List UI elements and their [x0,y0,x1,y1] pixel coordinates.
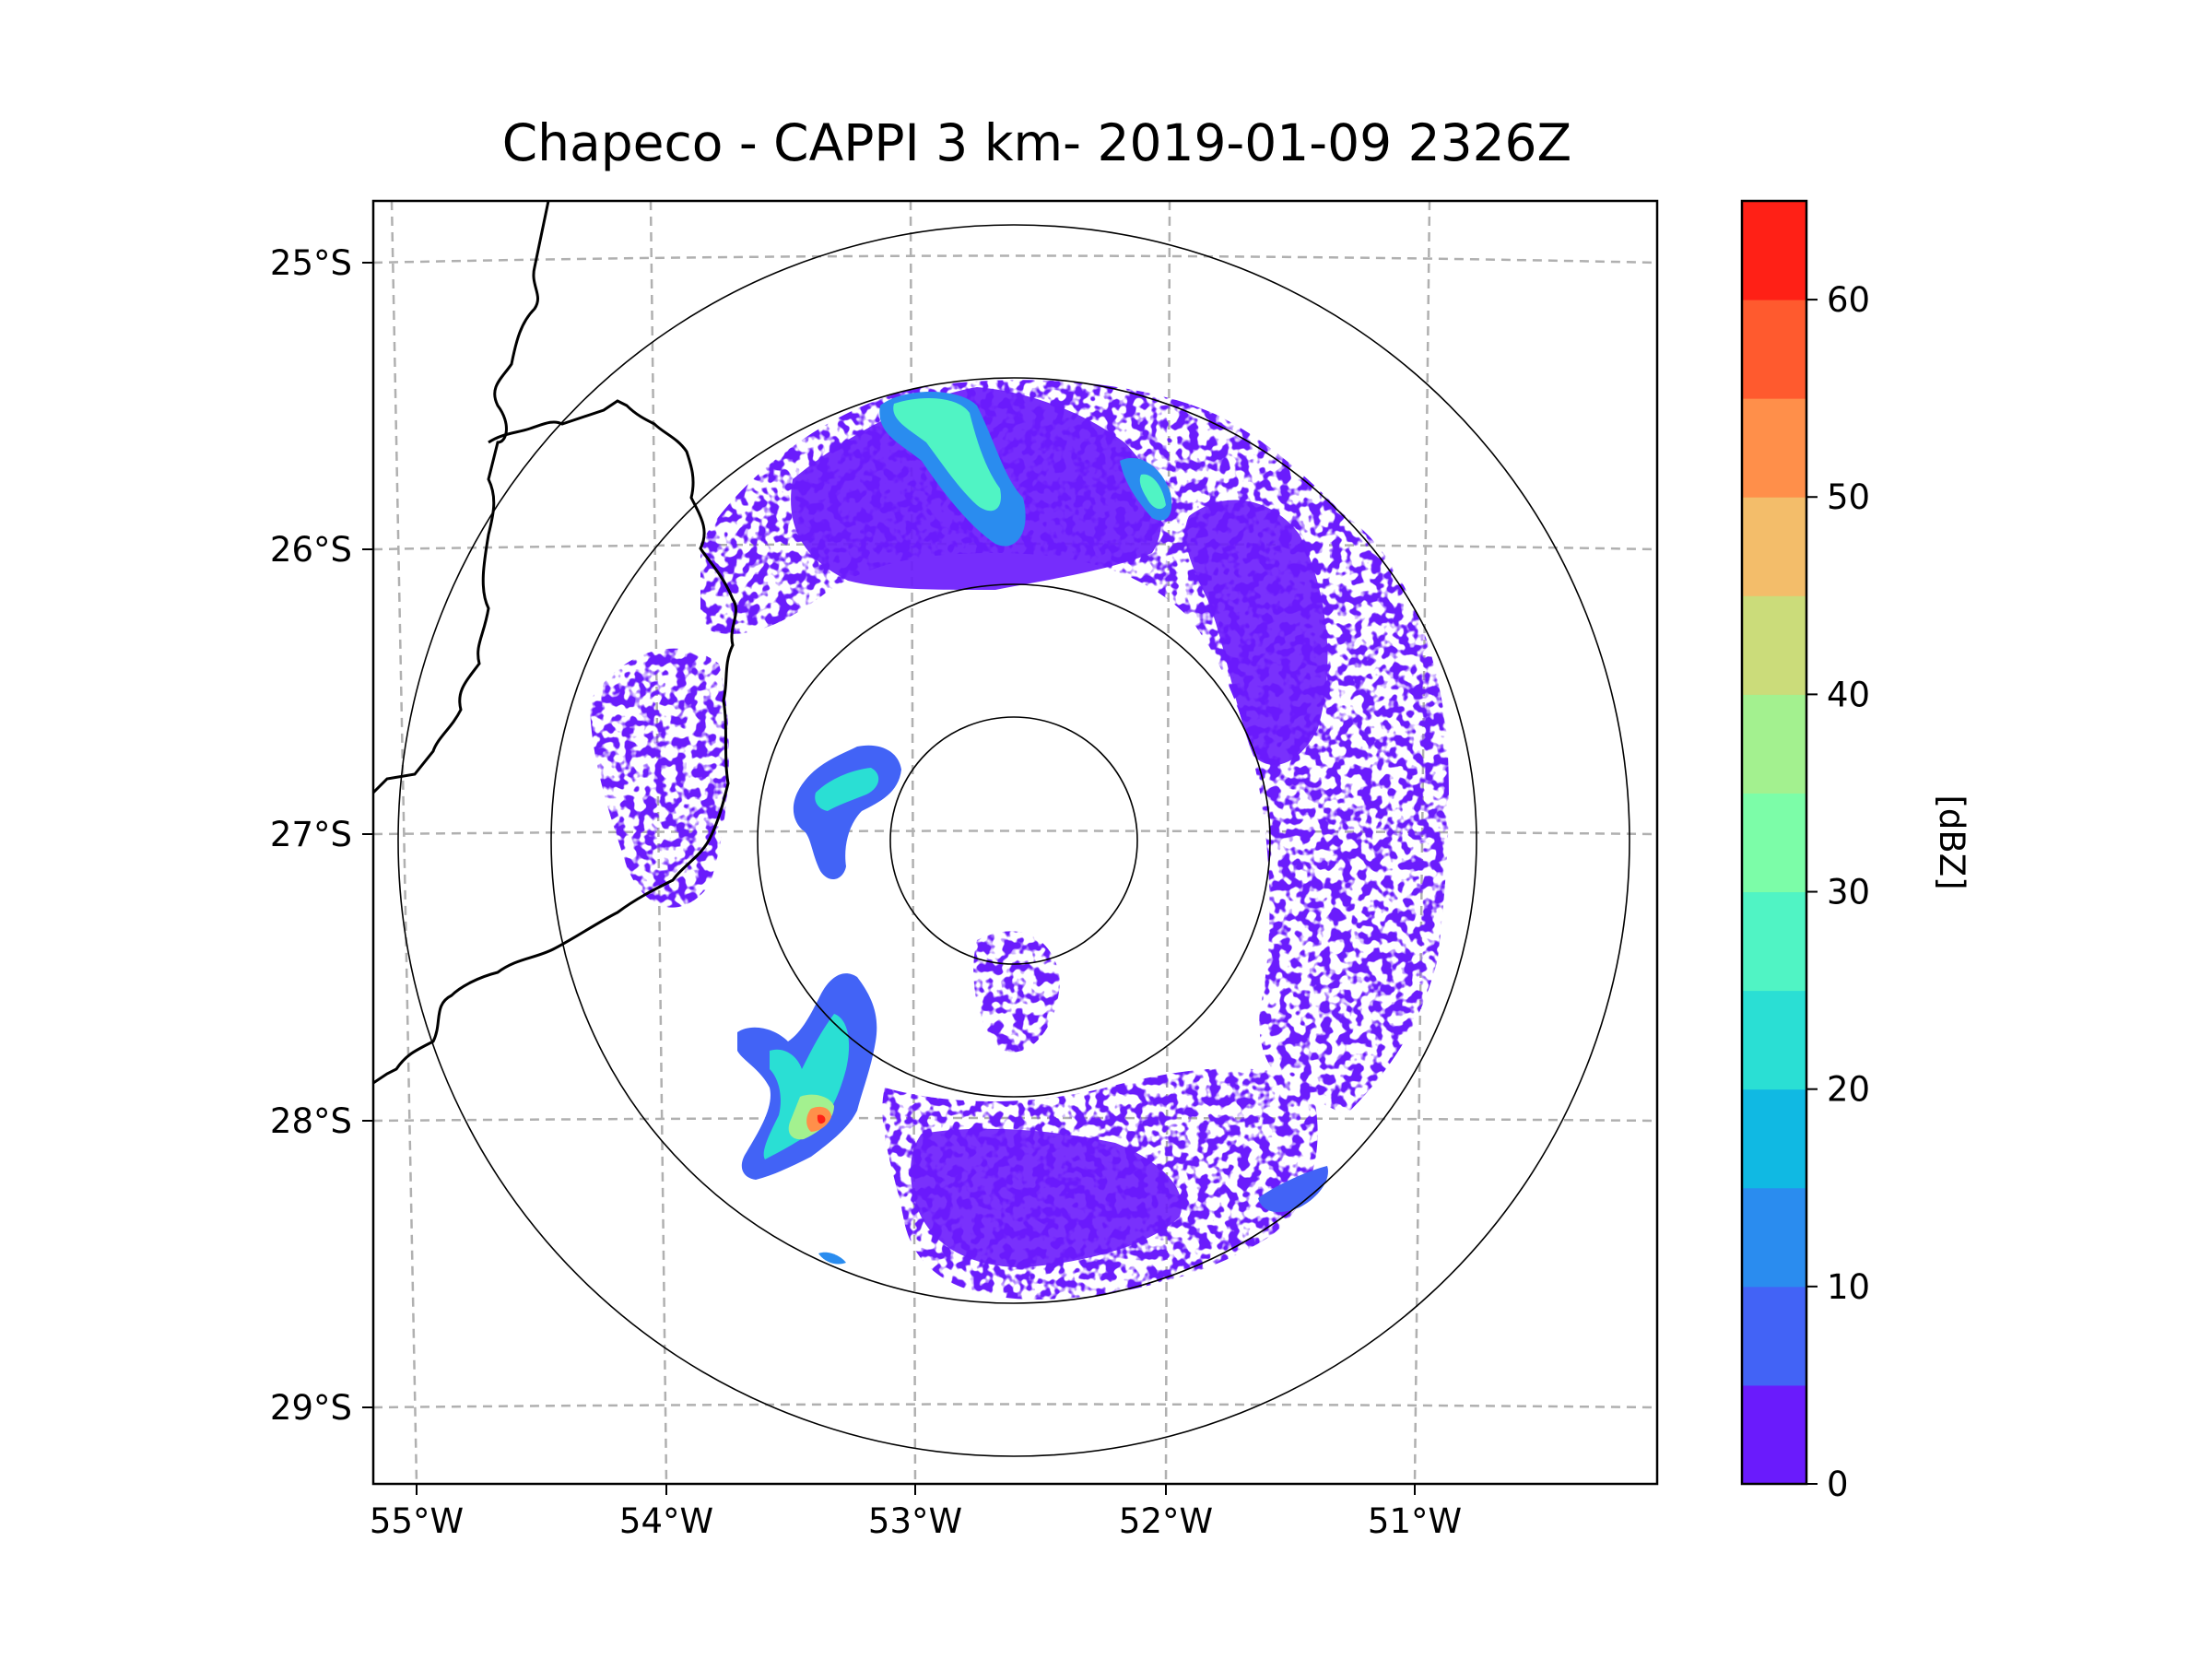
colorbar-tick-label: 40 [1827,675,1870,714]
grid-lat-27 [373,830,1657,836]
echo-south-core [911,1128,1182,1267]
lon-labels: 55°W 54°W 53°W 52°W 51°W [370,1501,1462,1541]
colorbar-segment [1742,398,1806,498]
colorbar-tick-label: 20 [1827,1070,1870,1110]
lat-ticks [362,262,373,1408]
echo-east-core [1185,500,1328,765]
border-state [373,399,738,1085]
grid-lon-55 [390,201,418,1484]
grid-lon-53 [909,201,917,1484]
echo-north-strong [893,398,1001,512]
lat-label: 29°S [270,1388,352,1428]
colorbar-tick-label: 60 [1827,280,1870,320]
colorbar-segment [1742,694,1806,794]
lat-label: 27°S [270,815,352,854]
colorbar-segment [1742,891,1806,992]
echo-west-scatter [590,648,729,908]
colorbar-segment [1742,201,1806,300]
range-ring-4 [397,224,1630,1457]
colorbar-tick-label: 10 [1827,1267,1870,1307]
echo-tiny-cell [818,1252,846,1265]
colorbar-tick-label: 0 [1827,1465,1849,1504]
grid-lat-25 [373,254,1657,265]
echo-sw-storm-moderate [763,1014,850,1159]
echo-sw-storm-peak [817,1114,826,1124]
echo-west-cell-core [815,768,879,811]
colorbar-frame [1740,199,1808,1486]
colorbar-label: [dBZ] [1932,794,1971,889]
echo-se-cell [1258,1166,1328,1213]
lat-labels: 25°S 26°S 27°S 28°S 29°S [270,243,352,1428]
political-borders [373,201,738,1085]
colorbar-segment [1742,990,1806,1090]
grid-lon-51 [1413,201,1431,1484]
colorbar-segment [1742,595,1806,695]
range-ring-3 [550,377,1477,1304]
range-ring-2 [757,583,1271,1098]
grid-lat-29 [373,1403,1657,1409]
lat-label: 25°S [270,243,352,283]
colorbar-tick-label: 30 [1827,873,1870,912]
lon-label: 52°W [1119,1501,1213,1541]
colorbar-segment [1742,1384,1806,1485]
range-ring-1 [889,716,1138,965]
chart-title: Chapeco - CAPPI 3 km- 2019-01-09 2326Z [501,113,1572,172]
colorbar-segment [1742,793,1806,893]
echo-ne-cell-core [1139,474,1166,510]
lon-ticks [416,1484,1416,1495]
grid-lon-54 [649,201,668,1484]
lon-label: 54°W [619,1501,713,1541]
colorbar-segment [1742,300,1806,399]
lat-label: 28°S [270,1101,352,1141]
lon-label: 51°W [1368,1501,1462,1541]
map-frame [371,199,1659,1486]
colorbar-segment [1742,1286,1806,1386]
colorbar-segment [1742,1187,1806,1288]
grid-lat-26 [373,542,1657,551]
colorbar-tick-label: 50 [1827,477,1870,517]
colorbar-segment [1742,497,1806,596]
reflectivity-field [590,380,1449,1300]
border-west [373,201,550,794]
colorbar-segment [1742,1088,1806,1189]
lat-label: 26°S [270,530,352,570]
lon-label: 53°W [868,1501,962,1541]
colorbar [1742,201,1806,1485]
map-content [373,201,1657,1484]
range-rings [397,224,1630,1457]
lon-label: 55°W [370,1501,464,1541]
colorbar-ticks: 0 10 20 30 40 50 60 [1806,280,1870,1504]
grid-lat-28 [373,1116,1657,1123]
